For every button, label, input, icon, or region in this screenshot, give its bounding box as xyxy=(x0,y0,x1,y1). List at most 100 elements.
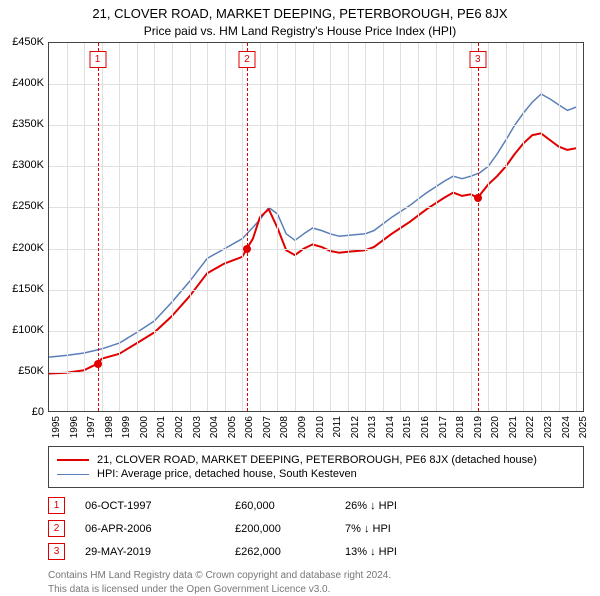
grid-line-v xyxy=(313,43,314,411)
x-tick-label: 2023 xyxy=(543,416,554,446)
sales-row-number: 2 xyxy=(48,520,65,537)
sale-marker-dot xyxy=(243,245,251,253)
chart-plot: 123 xyxy=(48,42,584,412)
x-tick-label: 2010 xyxy=(315,416,326,446)
grid-line-v xyxy=(84,43,85,411)
sales-row-price: £262,000 xyxy=(235,546,345,558)
grid-line-v xyxy=(365,43,366,411)
grid-line-v xyxy=(172,43,173,411)
x-tick-label: 2011 xyxy=(332,416,343,446)
sale-marker-line xyxy=(98,43,99,411)
x-tick-label: 2024 xyxy=(561,416,572,446)
legend-row: 21, CLOVER ROAD, MARKET DEEPING, PETERBO… xyxy=(57,453,575,467)
x-tick-label: 1996 xyxy=(69,416,80,446)
y-tick-label: £200K xyxy=(0,242,44,254)
x-tick-label: 2021 xyxy=(508,416,519,446)
grid-line-h xyxy=(49,84,583,85)
x-tick-label: 2006 xyxy=(244,416,255,446)
sales-row: 206-APR-2006£200,0007% ↓ HPI xyxy=(48,517,584,540)
x-tick-label: 2025 xyxy=(578,416,589,446)
y-tick-label: £150K xyxy=(0,283,44,295)
grid-line-v xyxy=(67,43,68,411)
grid-line-v xyxy=(418,43,419,411)
grid-line-v xyxy=(471,43,472,411)
chart-footnote: Contains HM Land Registry data © Crown c… xyxy=(48,569,584,596)
grid-line-v xyxy=(225,43,226,411)
x-tick-label: 2018 xyxy=(455,416,466,446)
x-tick-label: 2015 xyxy=(402,416,413,446)
x-tick-label: 2012 xyxy=(350,416,361,446)
grid-line-v xyxy=(506,43,507,411)
sales-row-pct: 7% ↓ HPI xyxy=(345,523,465,535)
sales-row-price: £200,000 xyxy=(235,523,345,535)
x-tick-label: 2020 xyxy=(490,416,501,446)
grid-line-v xyxy=(242,43,243,411)
grid-line-h xyxy=(49,207,583,208)
x-tick-label: 2002 xyxy=(174,416,185,446)
x-tick-label: 2001 xyxy=(156,416,167,446)
sale-marker-box: 3 xyxy=(469,51,486,68)
grid-line-h xyxy=(49,372,583,373)
grid-line-v xyxy=(154,43,155,411)
legend-box: 21, CLOVER ROAD, MARKET DEEPING, PETERBO… xyxy=(48,446,584,488)
chart-title-address: 21, CLOVER ROAD, MARKET DEEPING, PETERBO… xyxy=(0,0,600,21)
chart-lines-svg xyxy=(49,43,583,411)
legend-row: HPI: Average price, detached house, Sout… xyxy=(57,467,575,481)
grid-line-h xyxy=(49,166,583,167)
legend-swatch xyxy=(57,474,89,475)
x-tick-label: 2000 xyxy=(139,416,150,446)
grid-line-h xyxy=(49,331,583,332)
sale-marker-line xyxy=(478,43,479,411)
x-tick-label: 2004 xyxy=(209,416,220,446)
x-tick-label: 2014 xyxy=(385,416,396,446)
legend-label: 21, CLOVER ROAD, MARKET DEEPING, PETERBO… xyxy=(97,454,537,466)
grid-line-v xyxy=(295,43,296,411)
grid-line-v xyxy=(559,43,560,411)
x-tick-label: 2022 xyxy=(525,416,536,446)
grid-line-v xyxy=(277,43,278,411)
grid-line-v xyxy=(137,43,138,411)
sales-row-pct: 13% ↓ HPI xyxy=(345,546,465,558)
chart-title-subtitle: Price paid vs. HM Land Registry's House … xyxy=(0,21,600,42)
y-tick-label: £300K xyxy=(0,159,44,171)
x-tick-label: 2017 xyxy=(438,416,449,446)
page-root: 21, CLOVER ROAD, MARKET DEEPING, PETERBO… xyxy=(0,0,600,590)
grid-line-h xyxy=(49,249,583,250)
grid-line-v xyxy=(330,43,331,411)
grid-line-v xyxy=(453,43,454,411)
footnote-line-1: Contains HM Land Registry data © Crown c… xyxy=(48,569,584,583)
y-tick-label: £450K xyxy=(0,36,44,48)
x-tick-label: 2019 xyxy=(473,416,484,446)
grid-line-v xyxy=(400,43,401,411)
x-tick-label: 1997 xyxy=(86,416,97,446)
grid-line-v xyxy=(576,43,577,411)
chart-area: 123 £0£50K£100K£150K£200K£250K£300K£350K… xyxy=(48,42,584,412)
grid-line-v xyxy=(436,43,437,411)
x-tick-label: 1995 xyxy=(51,416,62,446)
grid-line-v xyxy=(488,43,489,411)
sales-row-date: 06-OCT-1997 xyxy=(85,500,235,512)
x-tick-label: 2009 xyxy=(297,416,308,446)
x-tick-label: 2003 xyxy=(192,416,203,446)
sale-marker-box: 1 xyxy=(89,51,106,68)
sales-table: 106-OCT-1997£60,00026% ↓ HPI206-APR-2006… xyxy=(48,494,584,563)
grid-line-v xyxy=(119,43,120,411)
grid-line-v xyxy=(541,43,542,411)
sales-row-number: 3 xyxy=(48,543,65,560)
y-tick-label: £50K xyxy=(0,365,44,377)
sales-row-number: 1 xyxy=(48,497,65,514)
x-tick-label: 1998 xyxy=(104,416,115,446)
y-tick-label: £350K xyxy=(0,118,44,130)
x-tick-label: 2007 xyxy=(262,416,273,446)
sales-row: 106-OCT-1997£60,00026% ↓ HPI xyxy=(48,494,584,517)
y-tick-label: £100K xyxy=(0,324,44,336)
grid-line-v xyxy=(348,43,349,411)
legend-swatch xyxy=(57,459,89,461)
grid-line-v xyxy=(207,43,208,411)
sales-row-pct: 26% ↓ HPI xyxy=(345,500,465,512)
grid-line-v xyxy=(523,43,524,411)
sale-marker-dot xyxy=(474,194,482,202)
y-tick-label: £0 xyxy=(0,406,44,418)
legend-label: HPI: Average price, detached house, Sout… xyxy=(97,468,357,480)
grid-line-v xyxy=(102,43,103,411)
